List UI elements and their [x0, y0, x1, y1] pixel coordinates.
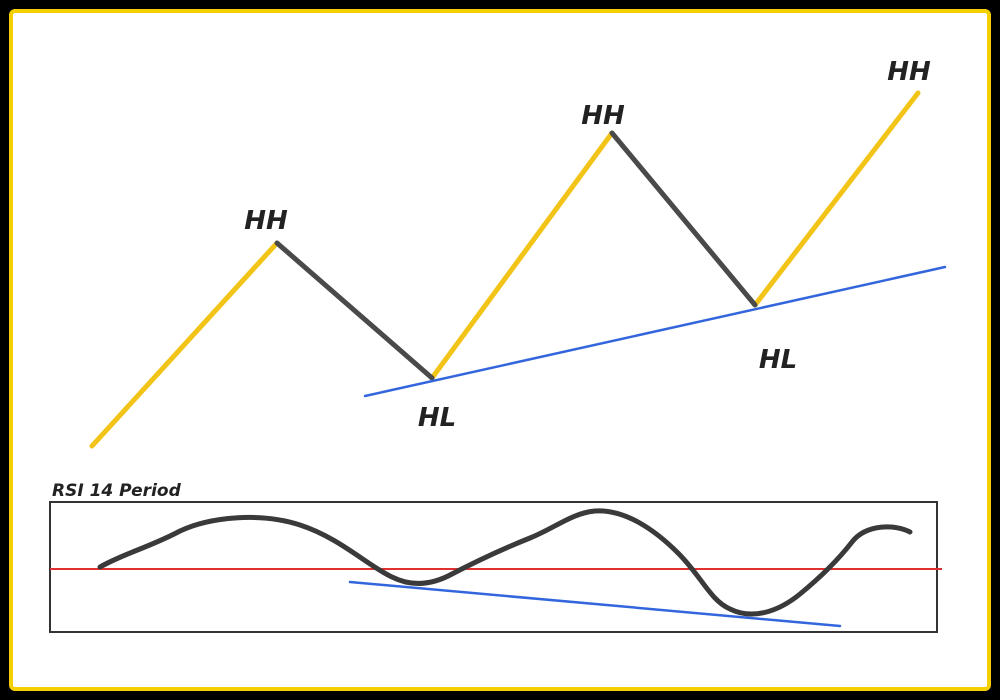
trough-label-2: HL [759, 345, 797, 375]
up-leg-3 [752, 90, 921, 308]
down-leg-2 [609, 130, 758, 308]
up-leg-2 [429, 130, 615, 381]
rsi-panel-title: RSI 14 Period [52, 481, 182, 501]
rsi-panel [49, 501, 938, 633]
up-leg-1 [89, 240, 280, 449]
price-up-legs [89, 90, 921, 449]
peak-label-2: HH [581, 101, 625, 131]
price-down-legs [274, 130, 758, 381]
peak-label-3: HH [887, 57, 931, 87]
peak-label-1: HH [244, 206, 288, 236]
down-leg-1 [274, 240, 435, 381]
price-trendline [363, 265, 947, 398]
rsi-trendline [348, 580, 842, 628]
rsi-curve [97, 508, 913, 617]
trough-label-1: HL [418, 403, 456, 433]
